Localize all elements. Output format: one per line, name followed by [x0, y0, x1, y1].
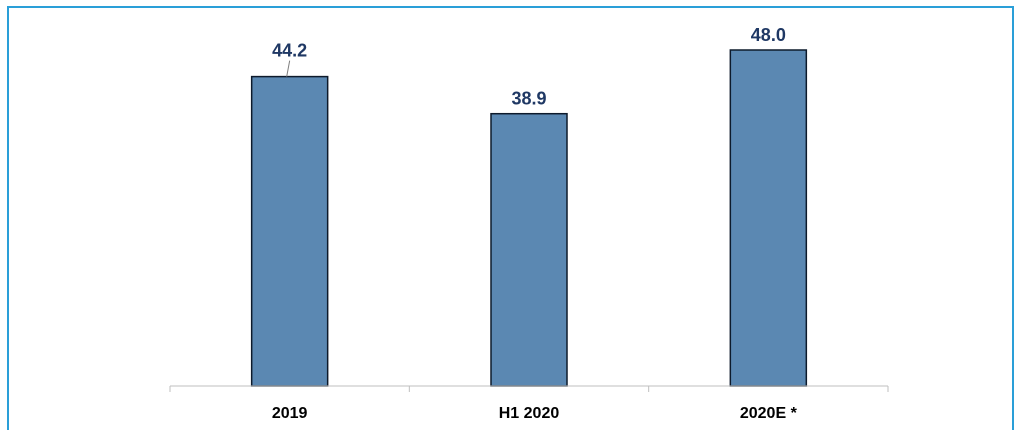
category-label-2: 2020E *: [740, 405, 798, 422]
category-labels-layer: 2019 H1 2020 2020E *: [272, 405, 798, 422]
value-label-0: 44.2: [272, 41, 307, 61]
category-label-0: 2019: [272, 405, 308, 422]
bar-2: [730, 50, 806, 386]
value-labels-layer: 44.2 38.9 48.0: [272, 25, 786, 109]
category-label-1: H1 2020: [499, 405, 560, 422]
x-axis-ticks-layer: [170, 386, 888, 392]
value-label-1: 38.9: [511, 89, 546, 109]
bar-1: [491, 114, 567, 386]
value-label-2: 48.0: [751, 25, 786, 45]
value-label-leader-line: [287, 61, 290, 77]
bar-0: [252, 77, 328, 386]
